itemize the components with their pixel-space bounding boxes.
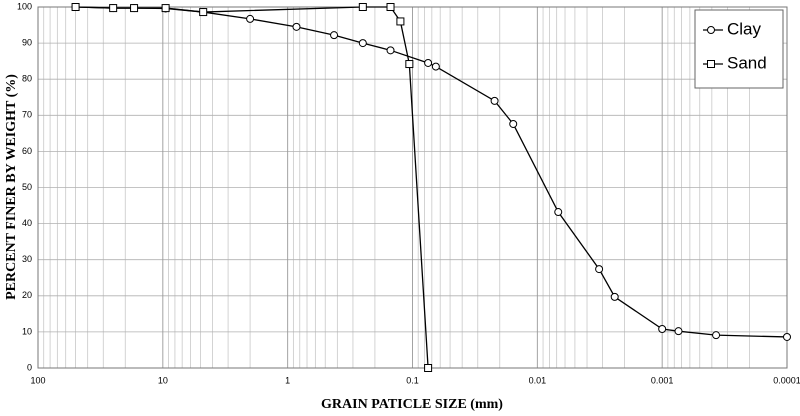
x-axis-title: GRAIN PATICLE SIZE (mm)	[321, 397, 503, 412]
x-tick-label: 0.01	[529, 375, 547, 385]
data-point	[161, 4, 170, 13]
y-tick-label: 0	[27, 362, 32, 372]
y-tick-label: 60	[22, 146, 32, 156]
data-point	[405, 60, 414, 69]
legend-box	[694, 9, 784, 89]
data-point	[199, 8, 208, 17]
data-point	[674, 327, 683, 336]
y-tick-label: 30	[22, 254, 32, 264]
data-point	[386, 46, 395, 55]
y-axis-title: PERCENT FINER BY WEIGHT (%)	[4, 74, 19, 300]
data-point	[246, 14, 255, 23]
x-tick-label: 1	[285, 375, 290, 385]
y-tick-label: 10	[22, 326, 32, 336]
y-tick-label: 90	[22, 37, 32, 47]
data-point	[130, 4, 139, 13]
data-point	[509, 119, 518, 128]
x-tick-label: 0.1	[406, 375, 419, 385]
data-point	[424, 58, 433, 67]
data-point	[424, 364, 433, 372]
legend-label: Sand	[727, 53, 767, 72]
y-tick-label: 20	[22, 290, 32, 300]
data-point	[109, 4, 118, 13]
data-point	[490, 96, 499, 105]
y-tick-label: 100	[17, 1, 32, 11]
data-point	[783, 332, 791, 341]
y-tick-label: 40	[22, 218, 32, 228]
x-tick-label: 0.0001	[773, 375, 800, 385]
x-tick-label: 100	[30, 375, 45, 385]
x-tick-label: 0.001	[651, 375, 674, 385]
data-point	[658, 325, 667, 334]
legend-marker	[707, 60, 715, 68]
data-point	[358, 39, 367, 48]
data-point	[712, 331, 721, 340]
data-point	[358, 3, 367, 11]
data-point	[396, 17, 405, 26]
y-tick-label: 70	[22, 110, 32, 120]
legend-label: Clay	[727, 19, 762, 38]
data-point	[610, 292, 619, 301]
data-point	[386, 3, 395, 11]
data-point	[431, 62, 440, 71]
x-tick-label: 10	[158, 375, 168, 385]
data-point	[71, 3, 80, 11]
data-point	[330, 31, 339, 40]
data-point	[595, 265, 604, 274]
plot-frame	[37, 6, 788, 369]
data-point	[292, 22, 301, 31]
series-line	[75, 6, 429, 369]
y-tick-label: 80	[22, 74, 32, 84]
data-point	[554, 208, 563, 217]
legend-marker	[707, 26, 715, 34]
y-tick-label: 50	[22, 182, 32, 192]
